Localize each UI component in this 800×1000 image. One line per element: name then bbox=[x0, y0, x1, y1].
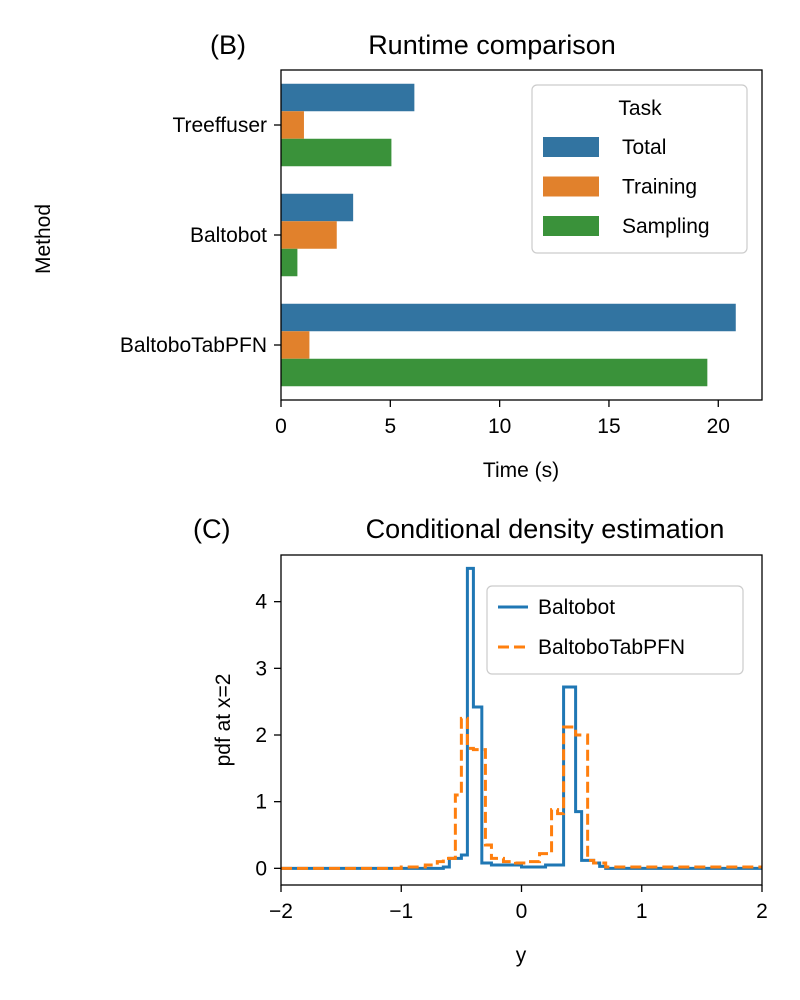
runtime-chart: (B) Runtime comparison 0 5 10 15 20 Treeffus… bbox=[32, 30, 763, 482]
y-tick-label: BaltoboTabPFN bbox=[120, 334, 267, 357]
chart-title-density: Conditional density estimation bbox=[366, 514, 725, 544]
x-tick-label: 20 bbox=[707, 415, 730, 438]
x-tick-label: 2 bbox=[756, 900, 768, 923]
bar-treeffuser-sampling bbox=[281, 138, 392, 167]
y-tick-label: Treeffuser bbox=[172, 114, 267, 137]
y-tick-label: 2 bbox=[255, 724, 267, 747]
chart-title-runtime: Runtime comparison bbox=[368, 30, 616, 60]
legend-label-baltobotabpfn: BaltoboTabPFN bbox=[538, 636, 685, 659]
x-tick-label: 5 bbox=[384, 415, 396, 438]
legend-b: Task Total Training Sampling bbox=[531, 84, 748, 254]
x-tick-label: 0 bbox=[275, 415, 287, 438]
y-axis-label-c: pdf at x=2 bbox=[212, 674, 235, 767]
x-axis-label-c: y bbox=[516, 944, 527, 967]
panel-label-c: (C) bbox=[193, 514, 230, 544]
bar-baltobot-sampling bbox=[281, 248, 298, 277]
legend-label-baltobot: Baltobot bbox=[538, 596, 615, 619]
y-tick-label: 0 bbox=[255, 857, 267, 880]
bar-treeffuser-total bbox=[281, 83, 415, 112]
bar-baltobotabpfn-sampling bbox=[281, 358, 708, 387]
x-tick-label: 1 bbox=[636, 900, 648, 923]
bar-baltobot-total bbox=[281, 193, 354, 222]
x-tick-label: −1 bbox=[389, 900, 413, 923]
panel-label-b: (B) bbox=[210, 30, 246, 60]
legend-title: Task bbox=[618, 97, 662, 120]
x-tick-label: −2 bbox=[269, 900, 293, 923]
x-tick-label: 15 bbox=[597, 415, 620, 438]
legend-box-b bbox=[531, 84, 748, 254]
x-tick-label: 10 bbox=[488, 415, 511, 438]
bar-baltobotabpfn-total bbox=[281, 303, 736, 332]
x-axis-label-b: Time (s) bbox=[483, 459, 559, 482]
y-tick-label: 1 bbox=[255, 791, 267, 814]
series-line-baltobotabpfn bbox=[281, 716, 762, 870]
y-tick-label: Baltobot bbox=[190, 224, 267, 247]
bar-treeffuser-training bbox=[281, 111, 304, 139]
x-tick-label: 0 bbox=[516, 900, 528, 923]
legend-c: Baltobot BaltoboTabPFN bbox=[486, 585, 744, 675]
legend-label-training: Training bbox=[622, 176, 697, 199]
legend-swatch-sampling bbox=[543, 216, 599, 236]
y-tick-label: 3 bbox=[255, 657, 267, 680]
density-chart: (C) Conditional density estimation −2 −1 0… bbox=[193, 514, 768, 967]
legend-box-c bbox=[486, 585, 744, 675]
bar-baltobotabpfn-training bbox=[281, 331, 310, 359]
legend-label-total: Total bbox=[622, 136, 666, 159]
y-tick-label: 4 bbox=[255, 591, 267, 614]
bar-baltobot-training bbox=[281, 221, 337, 249]
legend-swatch-total bbox=[543, 137, 599, 157]
legend-label-sampling: Sampling bbox=[622, 215, 710, 238]
y-axis-label-b: Method bbox=[32, 204, 55, 274]
legend-swatch-training bbox=[543, 176, 599, 197]
